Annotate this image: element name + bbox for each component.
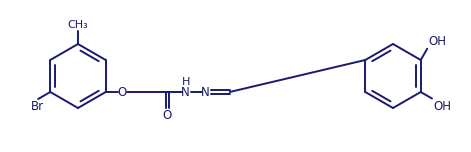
Text: OH: OH — [428, 35, 446, 48]
Text: N: N — [201, 86, 210, 98]
Text: Br: Br — [31, 100, 44, 113]
Text: CH₃: CH₃ — [68, 20, 89, 30]
Text: OH: OH — [433, 100, 451, 112]
Text: O: O — [162, 109, 172, 122]
Text: H: H — [181, 77, 190, 87]
Text: N: N — [181, 86, 190, 98]
Text: O: O — [117, 86, 126, 98]
